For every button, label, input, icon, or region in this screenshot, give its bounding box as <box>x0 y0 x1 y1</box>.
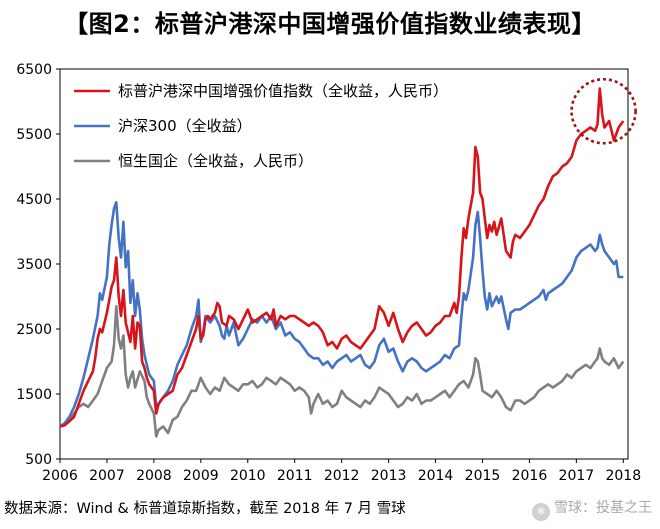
x-tick-label: 2018 <box>605 468 641 484</box>
x-tick-label: 2010 <box>230 468 266 484</box>
legend: 标普沪港深中国增强价值指数（全收益，人民币） 沪深300（全收益） 恒生国企（全收益… <box>74 82 448 170</box>
series-line-1 <box>59 87 625 428</box>
series-line-3 <box>59 305 625 438</box>
snowball-logo-icon: ❄ <box>532 503 550 521</box>
x-tick-label: 2011 <box>277 468 313 484</box>
source-note: 数据来源：Wind & 标普道琼斯指数，截至 2018 年 7 月 雪球 <box>4 501 406 517</box>
x-tick-label: 2014 <box>418 468 454 484</box>
series-lines <box>59 87 625 438</box>
x-tick-label: 2016 <box>512 468 548 484</box>
x-tick-label: 2013 <box>371 468 407 484</box>
axes: 500 1500 2500 3500 4500 5500 6500 2006 2007 2008 2… <box>16 62 641 484</box>
line-chart: 500 1500 2500 3500 4500 5500 6500 2006 2007 2008 2… <box>16 62 641 484</box>
x-tick-label: 2008 <box>136 468 172 484</box>
y-tick-label: 500 <box>25 452 52 468</box>
legend-label-1: 标普沪港深中国增强价值指数（全收益，人民币） <box>118 82 448 100</box>
series-line-2 <box>59 201 624 428</box>
y-tick-label: 5500 <box>16 127 52 143</box>
watermark: ❄ 雪球：投基之王 <box>532 497 652 521</box>
x-tick-label: 2015 <box>465 468 501 484</box>
y-tick-label: 3500 <box>16 257 52 273</box>
watermark-text: 雪球：投基之王 <box>554 500 652 516</box>
chart-title: 【图2：标普沪港深中国增强价值指数业绩表现】 <box>64 10 596 38</box>
y-tick-label: 2500 <box>16 322 52 338</box>
y-tick-label: 1500 <box>16 387 52 403</box>
peak-highlight-circle <box>570 77 637 145</box>
x-tick-label: 2012 <box>324 468 360 484</box>
y-tick-label: 4500 <box>16 192 52 208</box>
x-tick-label: 2006 <box>42 468 78 484</box>
annotations <box>570 77 637 145</box>
x-tick-label: 2007 <box>89 468 125 484</box>
y-tick-label: 6500 <box>16 62 52 78</box>
x-tick-label: 2009 <box>183 468 219 484</box>
chart-area: 500 1500 2500 3500 4500 5500 6500 2006 2007 2008 2… <box>0 44 660 496</box>
legend-label-3: 恒生国企（全收益，人民币） <box>118 152 313 170</box>
legend-label-2: 沪深300（全收益） <box>118 117 252 135</box>
x-tick-label: 2017 <box>559 468 595 484</box>
